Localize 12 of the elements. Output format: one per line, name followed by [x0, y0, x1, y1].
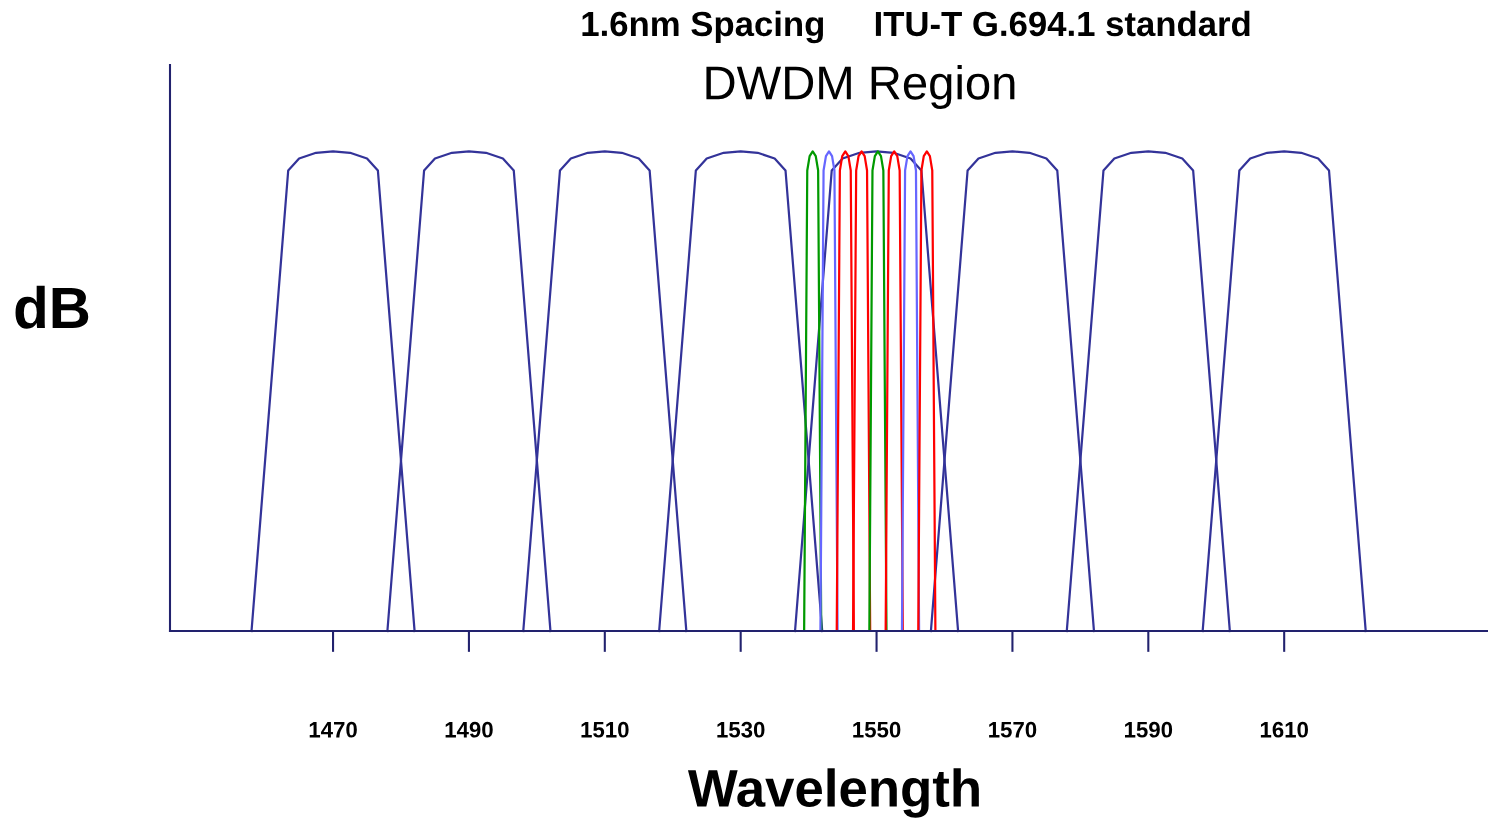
x-axis-title: Wavelength — [687, 768, 979, 818]
x-tick-label: 1590 — [1124, 721, 1173, 738]
chart-subtitle: DWDM Region — [706, 64, 1015, 110]
x-tick-label: 1510 — [581, 721, 629, 738]
x-tick-label: 1490 — [445, 721, 493, 738]
chart-title: 1.6nm Spacing ITU-T G.694.1 standard — [582, 10, 1250, 44]
y-axis-title: dB — [15, 285, 89, 329]
x-tick-label: 1530 — [717, 721, 765, 738]
x-tick-label: 1470 — [309, 721, 357, 738]
x-tick-label: 1570 — [989, 721, 1037, 738]
x-tick-label: 1550 — [853, 721, 901, 738]
x-tick-label: 1610 — [1260, 721, 1308, 738]
